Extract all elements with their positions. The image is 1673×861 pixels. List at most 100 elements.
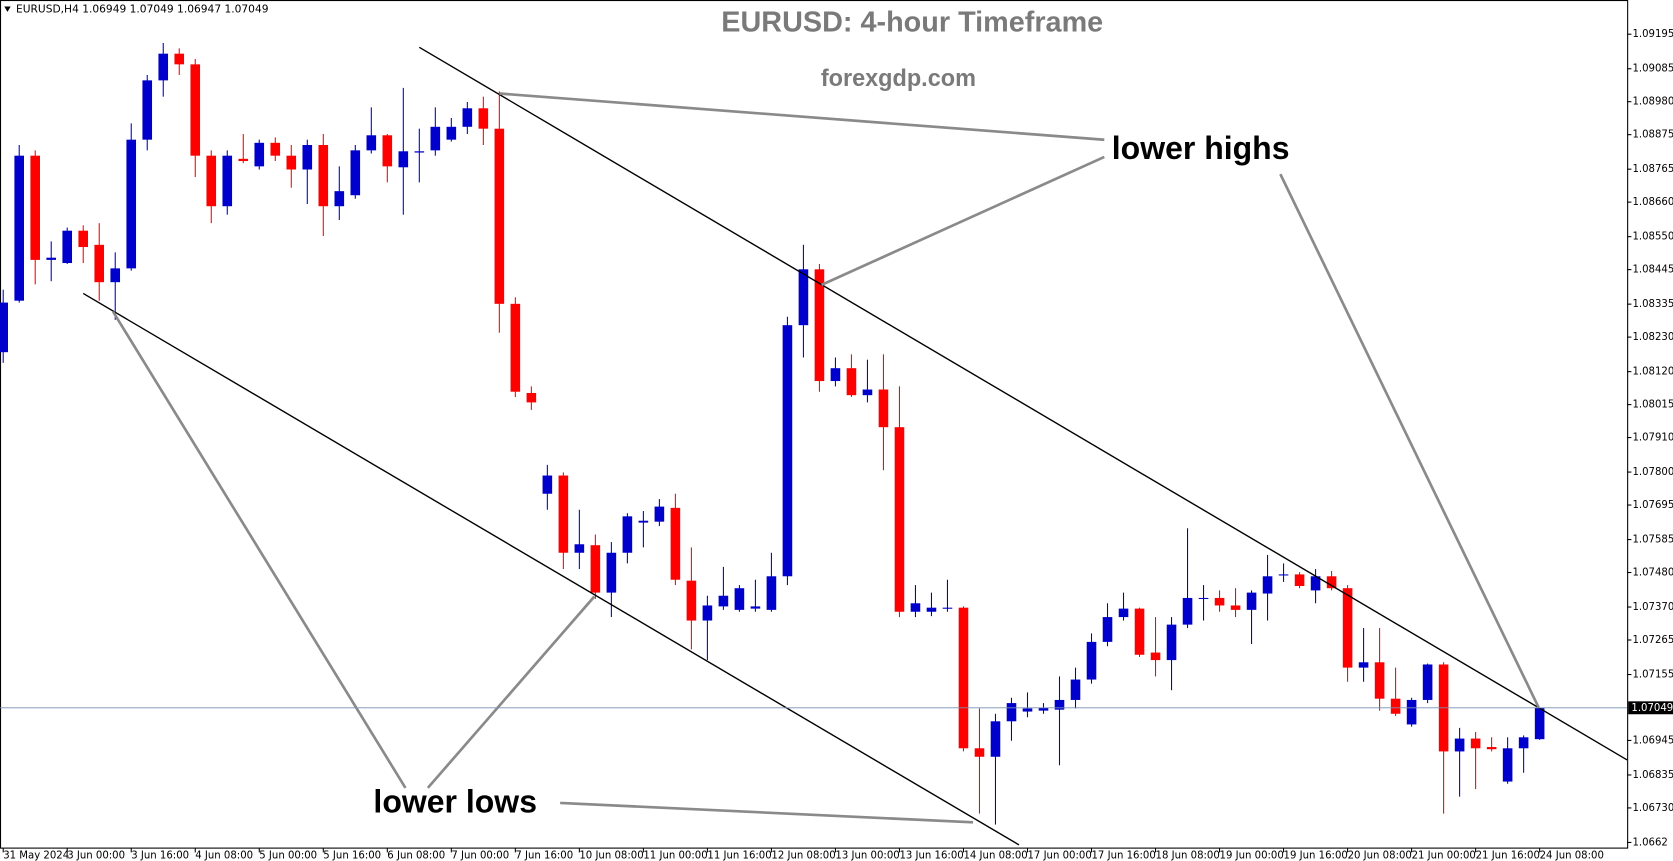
x-tick-label: 12 Jun 08:00 [771, 851, 835, 861]
candle-body [1166, 624, 1177, 661]
candle-body [862, 389, 873, 396]
candle-body [1086, 641, 1097, 680]
x-tick-label: 20 Jun 08:00 [1348, 851, 1412, 861]
candle-body [766, 576, 777, 610]
candle-body [1374, 662, 1385, 699]
annotation: lower highs [1112, 130, 1290, 166]
x-tick-label: 4 Jun 08:00 [195, 851, 253, 861]
candle-body [910, 603, 921, 612]
y-tick-label: 1.08660 [1632, 197, 1673, 208]
candle-body [430, 126, 441, 151]
candle-body [1470, 738, 1481, 749]
x-tick-label: 21 Jun 16:00 [1476, 851, 1540, 861]
candle-body [1134, 608, 1145, 655]
chart-title: EURUSD: 4-hour Timeframe [721, 6, 1103, 38]
candle-body [686, 580, 697, 621]
candle-body [1502, 748, 1513, 782]
x-tick-label: 11 Jun 00:00 [643, 851, 707, 861]
last-price-box [1628, 701, 1673, 715]
candle-body [1182, 597, 1193, 625]
x-tick-label: 19 Jun 00:00 [1220, 851, 1284, 861]
y-tick-label: 1.0662 [1632, 837, 1667, 848]
candle-body [334, 191, 345, 207]
x-tick-label: 18 Jun 08:00 [1156, 851, 1220, 861]
x-tick-label: 5 Jun 00:00 [259, 851, 317, 861]
candle-body [494, 128, 505, 304]
candle-body [414, 151, 425, 153]
lower-trendline [82, 292, 1020, 846]
candle-body [238, 158, 249, 162]
candle-body [1006, 703, 1017, 722]
candle-body [574, 544, 585, 553]
candle-body [750, 606, 761, 609]
x-tick-label: 17 Jun 16:00 [1092, 851, 1156, 861]
candle-body [126, 139, 137, 269]
y-tick-label: 1.08875 [1632, 130, 1673, 141]
candle-body [1486, 747, 1497, 750]
x-tick-label: 10 Jun 08:00 [579, 851, 643, 861]
candle-body [382, 135, 393, 167]
candle-body [990, 721, 1001, 757]
x-tick-label: 3 Jun 16:00 [131, 851, 189, 861]
x-tick-label: 31 May 2024 [3, 851, 69, 861]
y-tick-label: 1.07695 [1632, 500, 1673, 511]
candle-body [398, 151, 409, 168]
x-tick-label: 14 Jun 08:00 [963, 851, 1027, 861]
y-tick-label: 1.09085 [1632, 64, 1673, 75]
candle-body [1342, 588, 1353, 668]
candle-body [222, 155, 233, 207]
candle-body [974, 748, 985, 757]
pointer-line [111, 311, 407, 789]
candle-body [1534, 707, 1545, 740]
candle-body [142, 80, 153, 140]
candle-body [1406, 699, 1417, 725]
y-tick-label: 1.06835 [1632, 770, 1673, 781]
last-price-label: 1.07049 [1631, 703, 1673, 714]
pointer-line [499, 92, 1105, 142]
y-tick-label: 1.06730 [1632, 803, 1673, 814]
candle-body [1422, 664, 1433, 700]
y-tick-label: 1.08015 [1632, 400, 1673, 411]
y-tick-label: 1.08445 [1632, 265, 1673, 276]
candle-body [1390, 698, 1401, 714]
candle-body [542, 475, 553, 494]
x-tick-label: 13 Jun 16:00 [899, 851, 963, 861]
candle-body [62, 230, 73, 264]
x-tick-label: 21 Jun 00:00 [1412, 851, 1476, 861]
candle-body [1358, 662, 1369, 668]
y-tick-label: 1.07370 [1632, 602, 1673, 613]
candle-body [46, 257, 57, 260]
y-tick-label: 1.07585 [1632, 535, 1673, 546]
y-tick-label: 1.07265 [1632, 635, 1673, 646]
candle-body [1102, 617, 1113, 642]
y-tick-label: 1.08335 [1632, 299, 1673, 310]
candle-body [110, 268, 121, 283]
x-tick-label: 17 Jun 00:00 [1027, 851, 1091, 861]
y-tick-label: 1.08230 [1632, 332, 1673, 343]
candle-body [1326, 576, 1337, 589]
pointer-line [560, 801, 974, 824]
x-tick-label: 11 Jun 16:00 [707, 851, 771, 861]
candle-body [1518, 737, 1529, 749]
chart-subtitle: forexgdp.com [821, 65, 976, 91]
candle-body [318, 145, 329, 207]
candle-body [958, 607, 969, 749]
y-tick-label: 1.07480 [1632, 567, 1673, 578]
y-tick-label: 1.07155 [1632, 670, 1673, 681]
candle-body [670, 507, 681, 580]
candle-body [846, 368, 857, 396]
pointer-line [1279, 173, 1540, 708]
candle-body [286, 155, 297, 170]
candle-body [302, 145, 313, 170]
candle-body [702, 605, 713, 621]
x-tick-label: 3 Jun 00:00 [67, 851, 125, 861]
y-tick-label: 1.06945 [1632, 735, 1673, 746]
menu-icon [4, 6, 11, 12]
candle-body [1054, 699, 1065, 710]
y-tick-label: 1.08980 [1632, 97, 1673, 108]
candle-body [606, 552, 617, 593]
x-tick-label: 24 Jun 08:00 [1540, 851, 1604, 861]
